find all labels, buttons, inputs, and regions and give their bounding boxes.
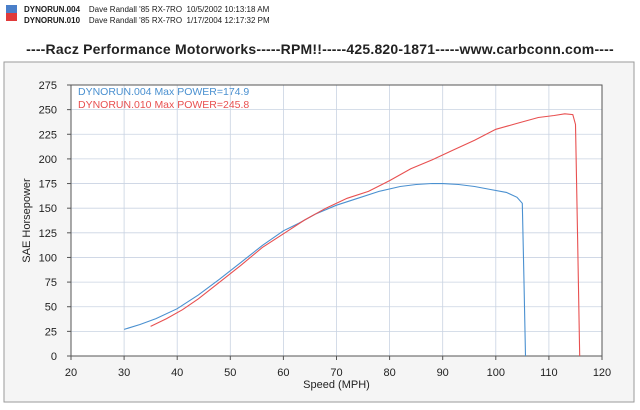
y-tick-label: 25	[45, 326, 57, 338]
legend-entry: DYNORUN.004 Max POWER=174.9	[78, 86, 249, 98]
run-name: DYNORUN.004	[24, 5, 81, 14]
car-name: '85 RX-7RO	[139, 16, 183, 25]
y-tick-label: 175	[39, 179, 57, 191]
x-tick-label: 80	[383, 367, 395, 379]
y-tick-label: 250	[39, 105, 57, 117]
x-tick-label: 60	[277, 367, 289, 379]
run-datetime: 1/17/2004 12:17:32 PM	[186, 16, 270, 25]
x-tick-label: 30	[118, 367, 130, 379]
run-datetime: 10/5/2002 10:13:18 AM	[186, 5, 270, 14]
y-tick-label: 50	[45, 302, 57, 314]
x-tick-label: 20	[65, 367, 77, 379]
x-tick-label: 110	[540, 367, 558, 379]
series-line-dynorun-004	[123, 182, 527, 357]
y-tick-label: 275	[39, 80, 57, 92]
y-tick-label: 200	[39, 154, 57, 166]
legend-swatch	[6, 13, 17, 21]
series-line-dynorun-010	[150, 113, 581, 357]
x-tick-label: 70	[330, 367, 342, 379]
banner: ----Racz Performance Motorworks-----RPM!…	[26, 41, 614, 57]
y-tick-label: 75	[45, 277, 57, 289]
run-name: DYNORUN.010	[24, 16, 81, 25]
x-axis-label: Speed (MPH)	[303, 379, 370, 391]
driver-name: Dave Randall	[88, 5, 137, 14]
x-tick-label: 50	[224, 367, 236, 379]
y-tick-label: 0	[51, 351, 57, 363]
y-axis-label: SAE Horsepower	[21, 178, 33, 263]
x-tick-label: 120	[593, 367, 611, 379]
x-tick-label: 90	[437, 367, 449, 379]
car-name: '85 RX-7RO	[139, 5, 183, 14]
y-tick-label: 225	[39, 129, 57, 141]
x-tick-label: 40	[171, 367, 183, 379]
y-tick-label: 150	[39, 203, 57, 215]
x-tick-label: 100	[487, 367, 505, 379]
driver-name: Dave Randall	[88, 16, 137, 25]
y-tick-label: 125	[39, 228, 57, 240]
legend-entry: DYNORUN.010 Max POWER=245.8	[78, 99, 249, 111]
legend-swatch	[6, 5, 17, 13]
y-tick-label: 100	[39, 252, 57, 264]
